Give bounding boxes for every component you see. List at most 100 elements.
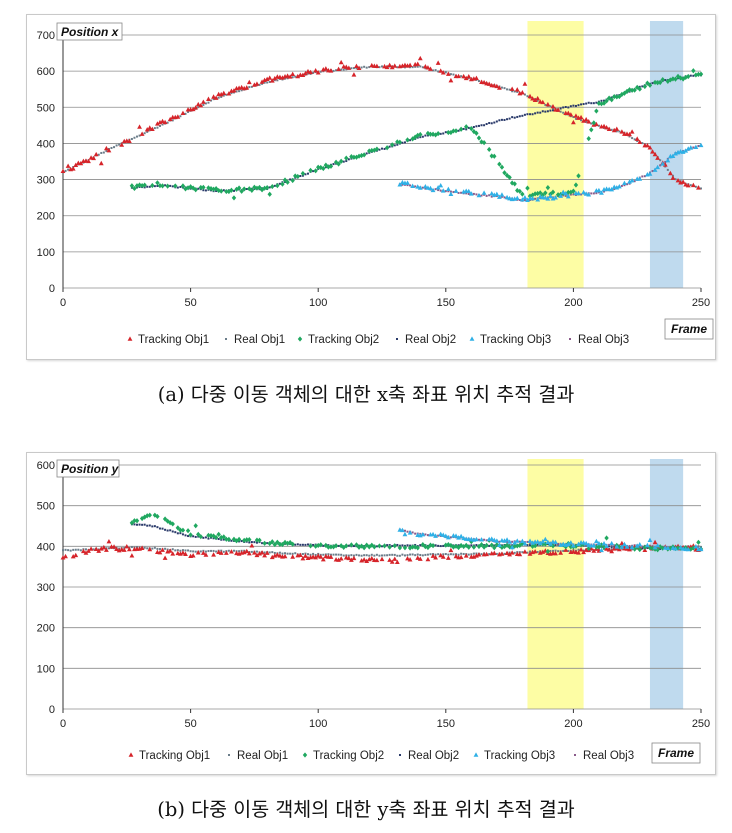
point-tracking-obj3 — [481, 190, 487, 195]
point-tracking-obj3 — [466, 188, 472, 194]
point-tracking-obj1 — [297, 552, 303, 558]
point-tracking-obj3 — [693, 543, 699, 549]
point-tracking-obj2 — [178, 527, 183, 533]
point-real-obj1 — [414, 65, 417, 68]
point-real-obj1 — [166, 121, 169, 124]
point-real-obj1 — [289, 552, 292, 555]
point-tracking-obj1 — [565, 110, 571, 115]
point-tracking-obj3 — [660, 161, 666, 166]
point-tracking-obj2 — [155, 180, 160, 186]
point-real-obj2 — [148, 524, 151, 527]
point-real-obj1 — [503, 552, 506, 555]
point-tracking-obj1 — [160, 118, 165, 124]
point-real-obj2 — [169, 529, 172, 532]
point-real-obj2 — [554, 543, 557, 546]
point-tracking-obj1 — [407, 557, 413, 562]
point-tracking-obj3 — [609, 186, 615, 192]
point-real-obj1 — [406, 554, 409, 557]
point-real-obj1 — [536, 99, 539, 102]
point-tracking-obj1 — [440, 554, 446, 559]
point-real-obj2 — [391, 544, 394, 547]
point-real-obj2 — [153, 185, 156, 188]
point-tracking-obj2 — [606, 95, 612, 101]
point-real-obj1 — [585, 120, 588, 123]
point-tracking-obj1 — [106, 147, 112, 153]
point-tracking-obj2 — [196, 531, 201, 537]
point-tracking-obj1 — [448, 77, 454, 83]
point-real-obj3 — [426, 534, 429, 537]
point-real-obj2 — [529, 544, 532, 547]
point-real-obj3 — [439, 189, 442, 192]
point-tracking-obj1 — [545, 101, 551, 107]
point-real-obj3 — [608, 543, 611, 546]
point-tracking-obj1 — [517, 551, 523, 557]
point-real-obj1 — [536, 550, 539, 553]
point-real-obj1 — [332, 553, 335, 556]
point-real-obj1 — [365, 66, 368, 69]
point-real-obj3 — [434, 188, 437, 191]
point-real-obj1 — [562, 549, 565, 552]
point-tracking-obj1 — [218, 91, 224, 97]
point-tracking-obj1 — [614, 126, 620, 131]
point-tracking-obj2 — [517, 188, 523, 194]
point-real-obj1 — [559, 110, 562, 113]
point-tracking-obj1 — [407, 62, 413, 67]
point-tracking-obj2 — [188, 532, 193, 538]
point-tracking-obj2 — [180, 527, 186, 533]
point-tracking-obj3 — [558, 193, 564, 198]
point-real-obj2 — [567, 106, 570, 109]
point-real-obj1 — [100, 151, 103, 154]
point-tracking-obj1 — [438, 552, 444, 558]
point-tracking-obj2 — [492, 153, 497, 159]
point-real-obj3 — [518, 540, 521, 543]
y-tick-label: 700 — [37, 30, 55, 42]
point-tracking-obj3 — [514, 538, 520, 543]
point-real-obj1 — [171, 119, 174, 122]
point-real-obj1 — [217, 96, 220, 99]
point-tracking-obj2 — [601, 100, 607, 106]
point-tracking-obj2 — [594, 108, 599, 114]
point-real-obj1 — [335, 69, 338, 72]
point-real-obj1 — [273, 551, 276, 554]
point-tracking-obj1 — [354, 63, 359, 68]
point-tracking-obj1 — [96, 548, 102, 553]
point-tracking-obj2 — [573, 182, 579, 188]
point-real-obj1 — [506, 88, 509, 91]
point-tracking-obj2 — [489, 542, 494, 548]
point-real-obj1 — [263, 81, 266, 84]
point-tracking-obj1 — [509, 86, 515, 91]
point-real-obj1 — [460, 75, 463, 78]
point-tracking-obj3 — [571, 543, 576, 548]
point-tracking-obj1 — [167, 116, 173, 122]
x-tick-label: 250 — [692, 718, 710, 730]
point-real-obj3 — [452, 191, 455, 194]
point-tracking-obj3 — [673, 546, 678, 551]
point-real-obj2 — [521, 114, 524, 117]
point-tracking-obj1 — [474, 553, 479, 558]
point-tracking-obj1 — [121, 547, 127, 552]
point-tracking-obj2 — [361, 152, 367, 158]
point-real-obj2 — [574, 104, 577, 107]
point-tracking-obj3 — [479, 537, 484, 542]
point-tracking-obj2 — [384, 145, 390, 151]
point-tracking-obj2 — [185, 528, 191, 534]
point-tracking-obj1 — [356, 65, 362, 70]
point-real-obj2 — [511, 116, 514, 119]
point-tracking-obj3 — [445, 186, 451, 191]
point-real-obj1 — [419, 65, 422, 68]
point-tracking-obj1 — [384, 64, 390, 70]
point-real-obj3 — [403, 529, 406, 532]
point-real-obj1 — [207, 101, 210, 104]
point-real-obj1 — [574, 117, 577, 120]
point-real-obj1 — [284, 77, 287, 80]
x-tick-label: 150 — [437, 297, 455, 309]
point-tracking-obj3 — [496, 542, 502, 547]
point-tracking-obj2 — [484, 542, 489, 548]
point-tracking-obj1 — [315, 70, 321, 75]
point-real-obj2 — [577, 104, 580, 107]
point-tracking-obj2 — [471, 544, 477, 550]
point-tracking-obj1 — [318, 554, 324, 559]
point-real-obj2 — [197, 187, 200, 190]
point-tracking-obj2 — [696, 539, 701, 545]
point-real-obj1 — [235, 90, 238, 93]
